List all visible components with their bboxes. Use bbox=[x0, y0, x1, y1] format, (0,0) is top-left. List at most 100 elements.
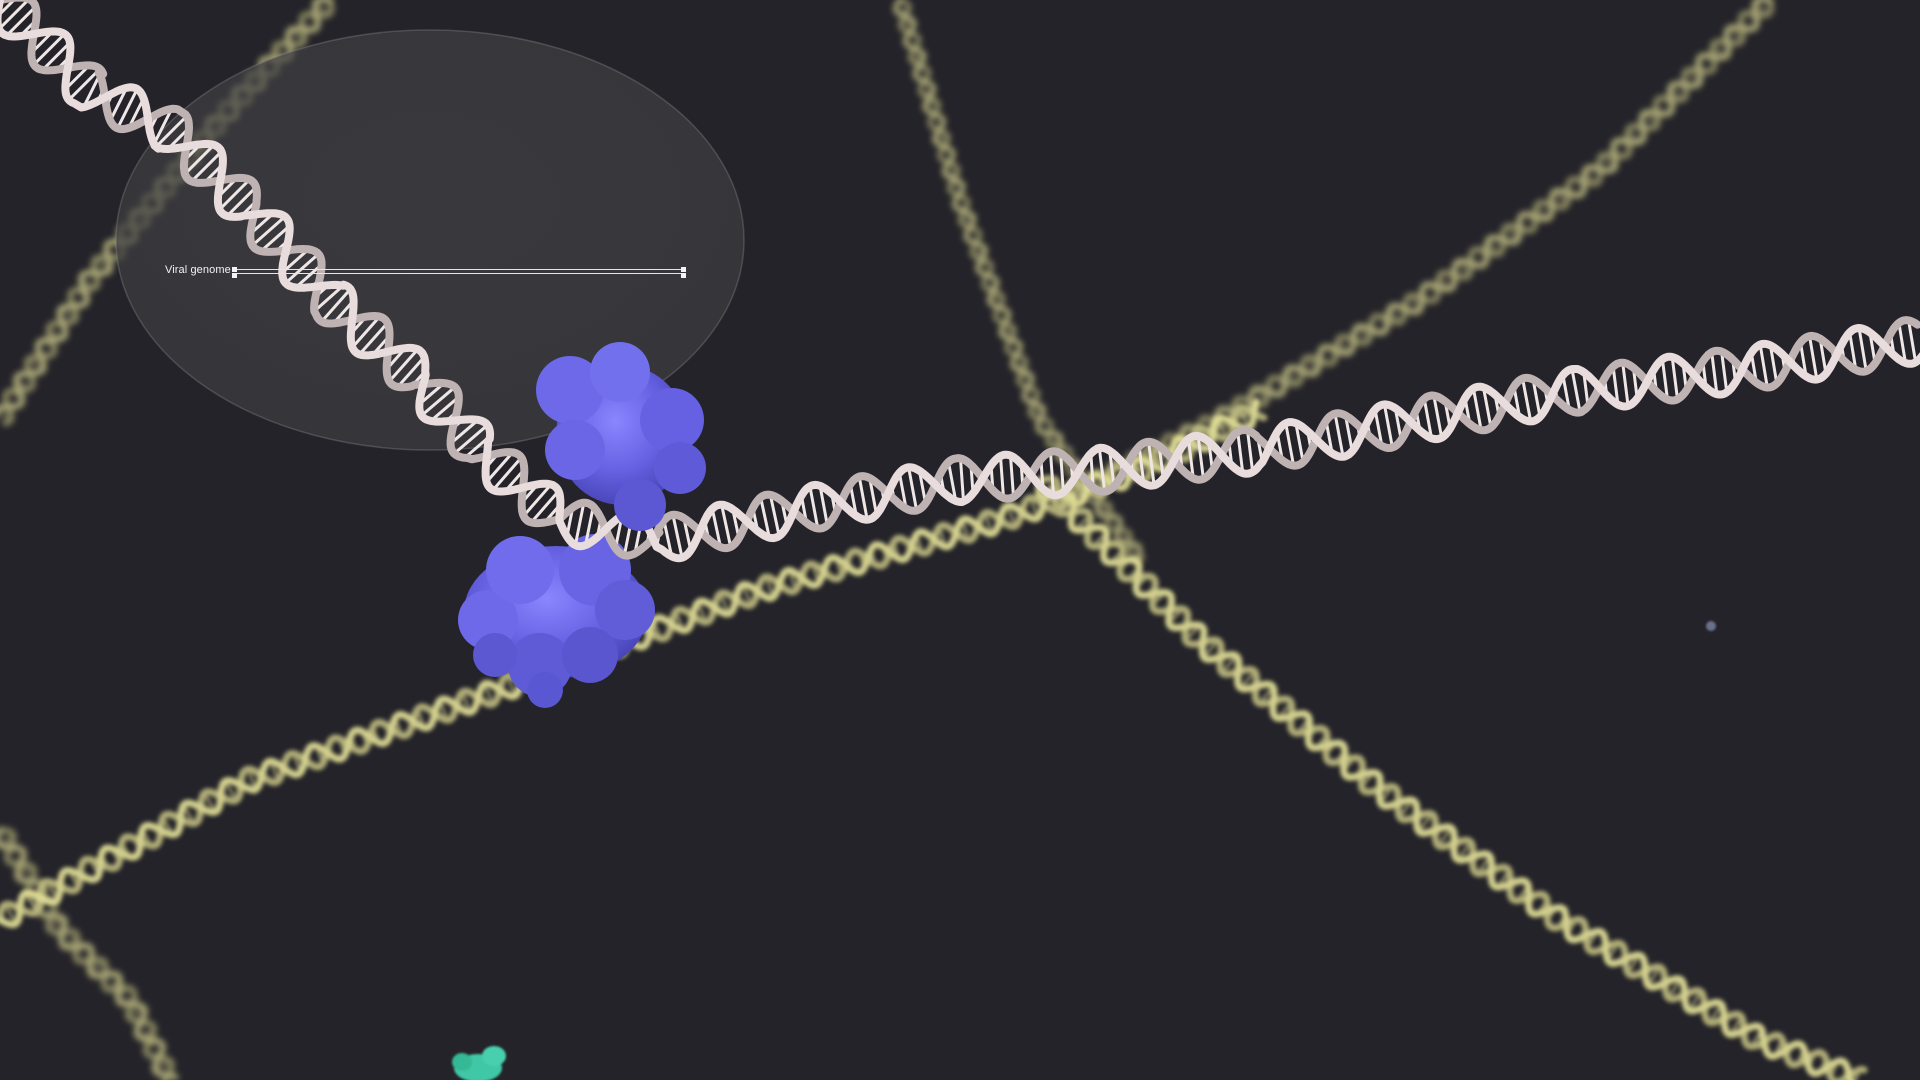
base-pair-rung bbox=[505, 469, 525, 492]
midground-dna-strand bbox=[1035, 475, 1868, 1080]
label-leader-line[interactable] bbox=[232, 267, 686, 278]
base-pair-rung bbox=[1049, 453, 1055, 494]
base-pair-rung bbox=[1098, 505, 1110, 514]
base-pair-rung bbox=[1710, 353, 1718, 393]
base-pair-rung bbox=[250, 213, 274, 234]
base-pair-rung bbox=[291, 29, 304, 42]
base-pair-rung bbox=[1009, 457, 1015, 496]
base-pair-rung bbox=[1561, 376, 1571, 409]
base-pair-rung bbox=[34, 34, 64, 64]
base-pair-rung bbox=[1661, 360, 1669, 398]
base-pair-rung bbox=[984, 513, 993, 534]
leader-handle-start-lower[interactable] bbox=[232, 273, 237, 278]
base-pair-rung bbox=[947, 463, 957, 500]
base-pair-rung bbox=[858, 478, 869, 518]
base-pair-rung bbox=[614, 516, 624, 548]
base-pair-rung bbox=[900, 20, 914, 26]
base-pair-rung bbox=[1457, 842, 1471, 860]
base-pair-rung bbox=[672, 516, 683, 556]
base-pair-rung bbox=[682, 518, 692, 550]
leader-handle-end[interactable] bbox=[681, 267, 686, 272]
base-pair-rung bbox=[1571, 370, 1581, 411]
base-pair-rung bbox=[1338, 339, 1348, 354]
base-pair-rung bbox=[759, 498, 771, 537]
viral-genome-helix-body bbox=[0, 0, 1920, 563]
base-pair-rung bbox=[711, 510, 722, 546]
base-pair-rung bbox=[1627, 955, 1640, 973]
base-pair-rung bbox=[47, 882, 58, 900]
base-pair-rung bbox=[286, 254, 318, 283]
base-pair-rung bbox=[819, 487, 829, 524]
base-pair-rung bbox=[0, 835, 14, 846]
base-pair-rung bbox=[1720, 353, 1728, 391]
base-pair-rung bbox=[960, 215, 974, 222]
backbone-strand-b bbox=[0, 827, 175, 1080]
protein-complex-upper bbox=[536, 342, 706, 531]
base-pair-rung bbox=[1532, 380, 1541, 416]
base-pair-rung bbox=[4, 905, 16, 924]
base-pair-rung bbox=[220, 180, 249, 209]
base-pair-rung bbox=[1030, 498, 1039, 518]
base-pair-rung bbox=[1203, 640, 1218, 658]
floating-particle bbox=[1706, 621, 1716, 631]
base-pair-rung bbox=[898, 474, 908, 508]
base-pair-rung bbox=[487, 453, 513, 482]
base-pair-rung bbox=[565, 508, 574, 536]
base-pair-rung bbox=[1059, 454, 1065, 491]
base-pair-rung bbox=[1612, 367, 1620, 404]
leader-line-rail bbox=[234, 269, 684, 274]
base-pair-rung bbox=[1687, 70, 1700, 83]
leader-handle-start[interactable] bbox=[232, 267, 237, 272]
base-pair-rung bbox=[584, 508, 595, 544]
base-pair-rung bbox=[1158, 447, 1165, 478]
base-pair-rung bbox=[352, 317, 380, 347]
base-pair-rung bbox=[1521, 380, 1532, 420]
base-pair-rung bbox=[1729, 27, 1743, 41]
viral-genome-label[interactable]: Viral genome bbox=[165, 264, 231, 276]
base-pair-rung bbox=[1049, 436, 1061, 446]
base-pair-rung bbox=[1374, 410, 1383, 445]
backbone-strand-a bbox=[1060, 0, 1773, 510]
base-pair-rung bbox=[69, 69, 100, 100]
base-pair-rung bbox=[1472, 390, 1483, 429]
base-pair-rung bbox=[999, 457, 1005, 497]
base-pair-rung bbox=[868, 479, 878, 514]
base-pair-rung bbox=[462, 692, 471, 712]
base-pair-rung bbox=[1001, 328, 1015, 335]
base-pair-rung bbox=[1759, 346, 1769, 386]
base-pair-rung bbox=[1058, 498, 1073, 513]
leader-handle-end-lower[interactable] bbox=[681, 273, 686, 278]
base-pair-rung bbox=[153, 110, 172, 143]
base-pair-rung bbox=[17, 866, 33, 877]
base-pair-rung bbox=[156, 116, 186, 146]
base-pair-rung bbox=[270, 761, 279, 781]
base-pair-rung bbox=[247, 769, 256, 789]
base-pair-rung bbox=[1383, 406, 1394, 446]
highlight-lens bbox=[115, 29, 745, 451]
base-pair-rung bbox=[1755, 2, 1768, 15]
base-pair-rung bbox=[1238, 408, 1250, 428]
base-pair-rung bbox=[731, 509, 740, 538]
base-pair-rung bbox=[1668, 979, 1681, 998]
base-pair-rung bbox=[322, 290, 350, 321]
base-pair-rung bbox=[333, 300, 354, 324]
base-pair-rung bbox=[484, 684, 493, 704]
base-pair-rung bbox=[1185, 625, 1201, 641]
base-pair-rung bbox=[506, 676, 516, 696]
base-pair-rung bbox=[972, 249, 986, 256]
base-pair-rung bbox=[1217, 419, 1228, 439]
base-pair-rung bbox=[1187, 440, 1195, 477]
base-pair-rung bbox=[1039, 460, 1045, 489]
base-pair-rung bbox=[766, 577, 774, 597]
base-pair-rung bbox=[1858, 329, 1868, 370]
base-pair-rung bbox=[1399, 800, 1413, 818]
base-pair-rung bbox=[1602, 155, 1615, 168]
base-pair-rung bbox=[1222, 656, 1237, 673]
base-pair-rung bbox=[1432, 397, 1443, 436]
base-pair-rung bbox=[1709, 1004, 1722, 1023]
base-pair-rung bbox=[1512, 387, 1521, 417]
base-pair-rung bbox=[110, 88, 127, 120]
base-pair-rung bbox=[742, 585, 752, 605]
